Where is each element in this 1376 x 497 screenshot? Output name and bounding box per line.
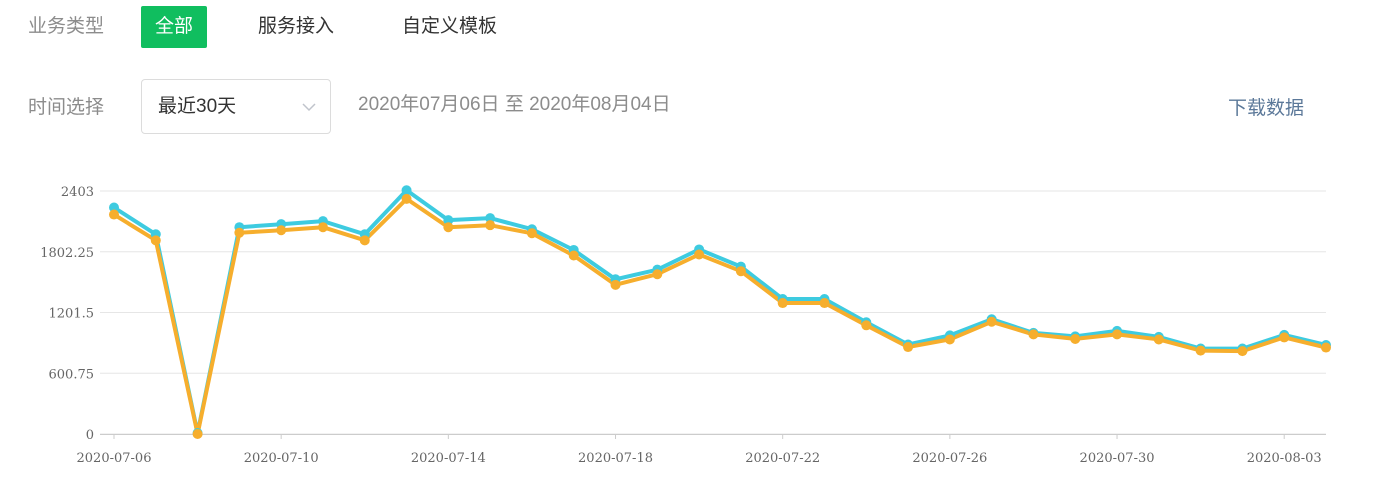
x-tick-label: 2020-07-06 [77,451,152,466]
series-2-point [1153,334,1164,345]
x-tick-label: 2020-08-03 [1247,451,1322,466]
series-2-point [485,220,496,231]
series-1-point [485,213,496,224]
download-data-link[interactable]: 下载数据 [1228,98,1305,119]
series-2-point [944,334,955,345]
series-2-point [317,222,328,233]
business-type-filter: 业务类型 全部 服务接入 自定义模板 [0,0,1376,58]
series-2-point [276,225,287,236]
date-range-text: 2020年07月06日 至 2020年08月04日 [358,94,671,115]
series-2-point [1279,332,1290,343]
series-2-point [234,227,245,238]
series-line-1 [112,188,1327,435]
series-1-point [443,215,454,226]
x-tick-label: 2020-07-22 [745,451,820,466]
series-2-point [401,193,412,204]
series-2-point [986,316,997,327]
series-2-point [861,320,872,331]
tab-service-access[interactable]: 服务接入 [258,16,335,37]
series-2-point [735,266,746,277]
series-2-point [1028,329,1039,340]
x-tick-label: 2020-07-10 [244,451,319,466]
series-2-point [1195,345,1206,356]
y-tick-label: 600.75 [49,367,95,382]
series-2-point [1321,342,1331,353]
series-2-point [610,279,621,290]
series-2-point [1112,329,1123,340]
series-2-point [359,235,370,246]
tab-custom-template[interactable]: 自定义模板 [402,16,498,37]
x-tick-label: 2020-07-18 [578,451,653,466]
x-tick-label: 2020-07-30 [1080,451,1155,466]
series-line-2 [112,196,1327,436]
line-chart: 2403 1802.25 1201.5 600.75 0 2020-07-06 2020-0… [40,185,1331,466]
time-range-select-value: 最近30天 [158,96,237,117]
series-1-point [109,202,119,213]
y-tick-label: 0 [86,428,94,443]
series-2-point [777,298,788,309]
series-2-point [652,269,663,280]
series-2-point [819,298,830,309]
series-2-point [568,250,579,261]
y-tick-label: 1802.25 [40,246,94,261]
series-2-point [1070,333,1081,344]
series-2-point [443,222,454,233]
y-tick-label: 2403 [61,185,94,200]
series-2-point [903,342,914,353]
series-1-point [401,185,412,196]
tab-all[interactable]: 全部 [141,6,208,48]
series-2-point [1237,346,1248,357]
time-select-label: 时间选择 [28,97,105,118]
series-2-point [694,249,705,260]
x-tick-label: 2020-07-14 [411,451,486,466]
chevron-down-icon [302,103,316,112]
business-type-label: 业务类型 [28,16,105,37]
time-range-select[interactable]: 最近30天 [141,79,331,134]
x-tick-label: 2020-07-26 [912,451,987,466]
y-tick-label: 1201.5 [49,307,95,322]
series-2-point [192,429,203,439]
series-2-point [109,209,119,220]
series-2-point [150,235,161,246]
series-2-point [526,228,537,239]
